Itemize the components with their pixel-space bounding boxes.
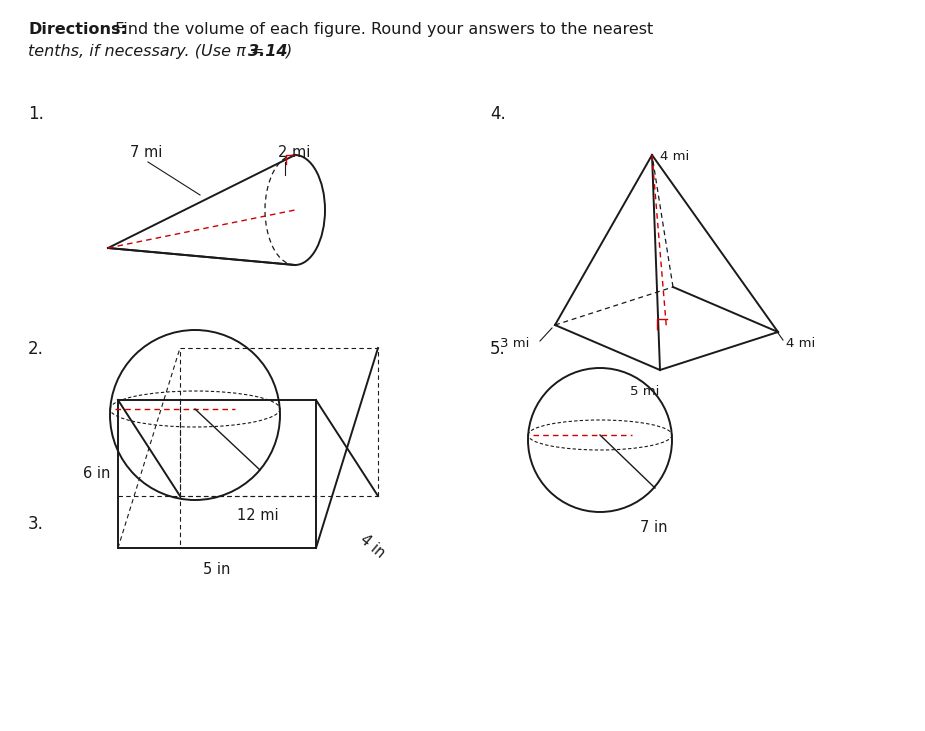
Text: 7 mi: 7 mi: [130, 145, 163, 160]
Text: 5 mi: 5 mi: [630, 385, 660, 398]
Text: 3 mi: 3 mi: [500, 337, 529, 350]
Text: Directions:: Directions:: [28, 22, 127, 37]
Text: 3.: 3.: [28, 515, 43, 533]
Text: 4 in: 4 in: [357, 532, 388, 561]
Text: 4.: 4.: [490, 105, 506, 123]
Text: 5.: 5.: [490, 340, 506, 358]
Text: tenths, if necessary. (Use π =: tenths, if necessary. (Use π =: [28, 44, 269, 59]
Text: 6 in: 6 in: [82, 466, 110, 482]
Text: 1.: 1.: [28, 105, 43, 123]
Text: 4 mi: 4 mi: [786, 337, 815, 350]
Text: 2 mi: 2 mi: [278, 145, 311, 160]
Text: 4 mi: 4 mi: [660, 150, 689, 163]
Text: 12 mi: 12 mi: [237, 508, 278, 523]
Text: 7 in: 7 in: [640, 520, 668, 535]
Text: Find the volume of each figure. Round your answers to the nearest: Find the volume of each figure. Round yo…: [110, 22, 653, 37]
Text: ): ): [286, 44, 292, 59]
Text: 5 in: 5 in: [204, 562, 230, 577]
Text: 2.: 2.: [28, 340, 43, 358]
Text: 3.14: 3.14: [248, 44, 288, 59]
